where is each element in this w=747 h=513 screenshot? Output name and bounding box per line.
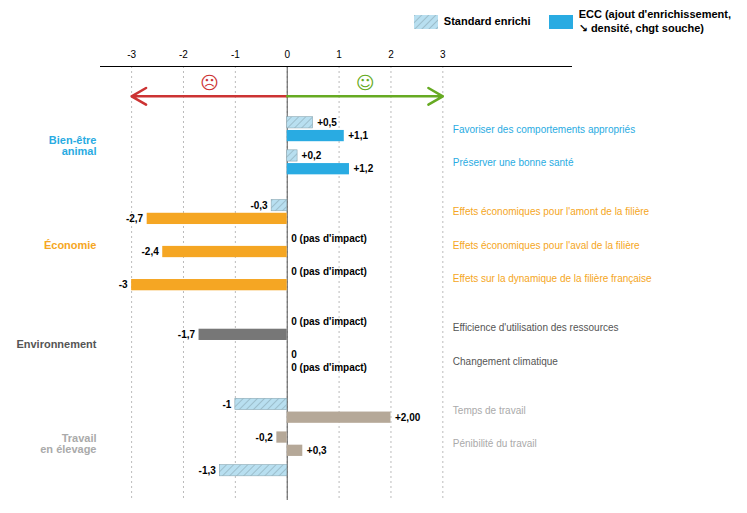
svg-text:-1,7: -1,7 <box>178 329 196 340</box>
svg-text:Efficience d'utilisation des r: Efficience d'utilisation des ressources <box>453 322 619 333</box>
svg-text:3: 3 <box>440 49 446 60</box>
svg-text:2: 2 <box>388 49 394 60</box>
svg-text:0 (pas d'impact): 0 (pas d'impact) <box>291 362 367 373</box>
html-text:ECC (ajout d'enrichissement, ↘: ECC (ajout d'enrichissement, ↘ densité, … <box>578 8 731 34</box>
svg-text:Préserver une bonne santé: Préserver une bonne santé <box>453 157 574 168</box>
svg-text:-1: -1 <box>231 49 240 60</box>
svg-text:-2,7: -2,7 <box>126 213 144 224</box>
svg-text:Travailen élevage: Travailen élevage <box>40 432 96 455</box>
svg-text:+1,2: +1,2 <box>353 163 373 174</box>
svg-text:0: 0 <box>284 49 290 60</box>
html-text:Standard enrichi: Standard enrichi <box>443 15 531 28</box>
svg-text:☺: ☺ <box>356 72 375 93</box>
svg-text:0 (pas d'impact): 0 (pas d'impact) <box>291 266 367 277</box>
svg-text:Pénibilité du travail: Pénibilité du travail <box>453 438 537 449</box>
svg-text:0 (pas d'impact): 0 (pas d'impact) <box>291 316 367 327</box>
svg-text:Économie: Économie <box>44 239 97 251</box>
svg-text:Bien-êtreanimal: Bien-êtreanimal <box>49 134 97 157</box>
svg-text:-1: -1 <box>222 399 231 410</box>
svg-text:-1,3: -1,3 <box>199 465 217 476</box>
svg-text:+2,00: +2,00 <box>395 412 421 423</box>
svg-text:-3: -3 <box>119 279 128 290</box>
svg-text:+1,1: +1,1 <box>348 130 368 141</box>
svg-text:+0,2: +0,2 <box>302 150 322 161</box>
svg-text:1: 1 <box>336 49 342 60</box>
svg-text:Favoriser des comportements ap: Favoriser des comportements appropriés <box>453 124 635 135</box>
svg-text:Effets économiques pour l'aval: Effets économiques pour l'aval de la fil… <box>453 240 640 251</box>
svg-text:+0,3: +0,3 <box>307 445 327 456</box>
svg-text:-0,2: -0,2 <box>256 432 274 443</box>
svg-text:Environnement: Environnement <box>16 338 96 350</box>
svg-text:-0,3: -0,3 <box>250 200 268 211</box>
svg-text:-2,4: -2,4 <box>142 246 160 257</box>
svg-text:+0,5: +0,5 <box>317 117 337 128</box>
svg-text:0 (pas d'impact): 0 (pas d'impact) <box>291 233 367 244</box>
svg-text:Effets économiques pour l'amon: Effets économiques pour l'amont de la fi… <box>453 206 650 217</box>
svg-text:-2: -2 <box>179 49 188 60</box>
svg-text:-3: -3 <box>127 49 136 60</box>
svg-text:Changement climatique: Changement climatique <box>453 356 558 367</box>
svg-text:0: 0 <box>291 349 297 360</box>
svg-text:Temps de travail: Temps de travail <box>453 405 526 416</box>
svg-text:Effets sur la dynamique de la: Effets sur la dynamique de la filière fr… <box>453 273 652 284</box>
svg-text:☹: ☹ <box>200 72 219 93</box>
